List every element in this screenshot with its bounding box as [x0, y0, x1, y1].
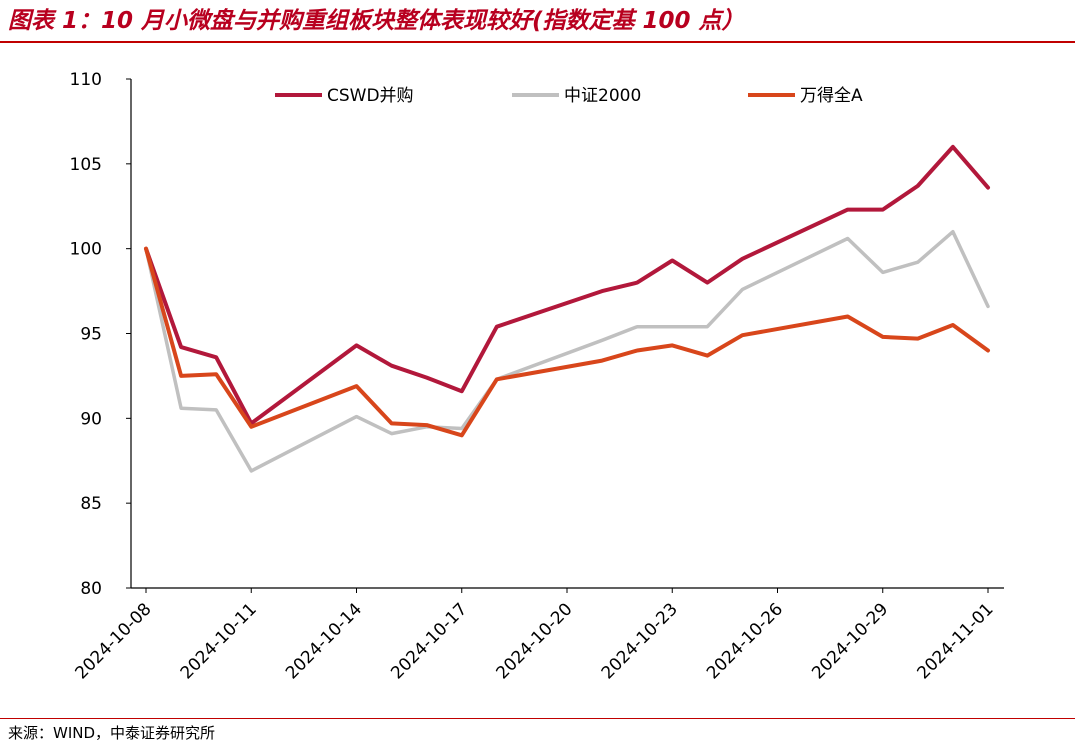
- x-tick-label: 2024-10-26: [703, 599, 787, 683]
- x-tick-label: 2024-10-08: [72, 599, 156, 683]
- source-note: 来源：WIND，中泰证券研究所: [8, 724, 216, 742]
- y-tick-label: 95: [80, 325, 102, 345]
- legend-label-2: 中证2000: [564, 86, 641, 106]
- x-tick-label: 2024-10-17: [387, 599, 471, 683]
- series-line-3: [144, 246, 990, 438]
- x-tick-label: 2024-10-23: [598, 599, 682, 683]
- y-tick-label: 110: [70, 70, 102, 90]
- series-line-1: [144, 144, 990, 426]
- legend-label-3: 万得全A: [800, 86, 863, 106]
- series-line-2: [144, 229, 990, 473]
- y-tick-label: 90: [80, 409, 102, 429]
- y-tick-label: 85: [80, 494, 102, 514]
- x-tick-label: 2024-11-01: [914, 599, 998, 683]
- x-tick-label: 2024-10-14: [282, 599, 366, 683]
- source-divider: [0, 718, 1075, 719]
- figure-title: 图表 1：10 月小微盘与并购重组板块整体表现较好(指数定基 100 点）: [8, 8, 745, 34]
- y-tick-label: 105: [70, 155, 102, 175]
- x-tick-label: 2024-10-11: [177, 599, 261, 683]
- x-tick-label: 2024-10-29: [808, 599, 892, 683]
- title-divider: [0, 41, 1075, 43]
- y-tick-label: 100: [70, 240, 102, 260]
- y-tick-label: 80: [80, 579, 102, 599]
- legend-label-1: CSWD并购: [327, 86, 414, 106]
- x-tick-label: 2024-10-20: [493, 599, 577, 683]
